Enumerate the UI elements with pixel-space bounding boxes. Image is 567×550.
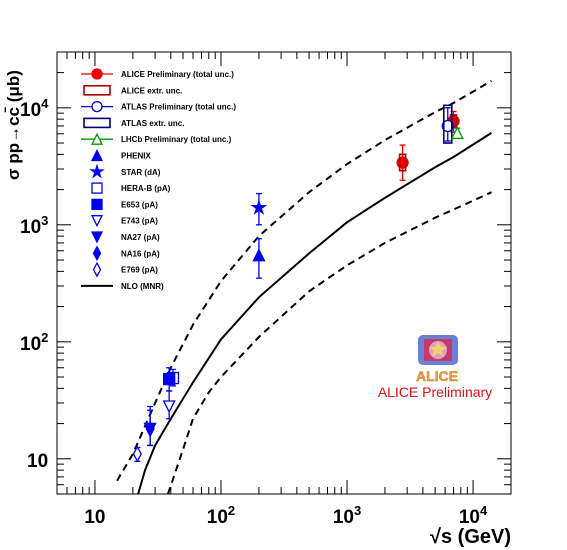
legend-label: ALICE extr. unc. xyxy=(121,86,182,95)
marker-triangle-filled xyxy=(90,149,104,162)
marker-star xyxy=(250,198,268,215)
x-tick-exponent: 2 xyxy=(228,503,235,518)
x-axis-title: √s (GeV) xyxy=(430,526,511,548)
y-axis-title: σ pp→cc̄ (μb) xyxy=(4,70,23,180)
legend-entry: HERA-B (pA) xyxy=(91,182,171,194)
marker-triangle-filled xyxy=(252,248,266,262)
legend-entry: NLO (MNR) xyxy=(81,282,164,291)
legend-label: NA16 (pA) xyxy=(121,249,160,258)
legend-entry: E769 (pA) xyxy=(92,261,158,278)
marker-star xyxy=(89,163,105,179)
legend-entry: NA27 (pA) xyxy=(90,231,160,244)
series-na16-pa- xyxy=(145,409,155,447)
legend-label: E769 (pA) xyxy=(121,266,158,275)
series-atlas-preliminary-total-unc- xyxy=(441,107,454,142)
marker-triangle-down-open xyxy=(162,400,176,414)
legend-box-icon xyxy=(83,85,111,96)
marker-triangle-open xyxy=(90,132,104,145)
legend-entry: PHENIX xyxy=(90,149,151,162)
tick-labels: 10 102 103 104 10 102 103 104 xyxy=(20,96,488,528)
data-points xyxy=(132,104,464,463)
curve-dashed xyxy=(167,191,492,495)
marker-square-filled xyxy=(91,198,103,211)
marker-square-open xyxy=(91,182,103,194)
alice-preliminary-label: ALICE Preliminary xyxy=(378,384,492,400)
curve-solid xyxy=(137,132,493,495)
legend-entry: STAR (dA) xyxy=(89,163,161,179)
legend-entry: ATLAS Preliminary (total unc.) xyxy=(81,100,236,113)
legend-label: LHCb Preliminary (total unc.) xyxy=(121,135,232,144)
plot-frame xyxy=(56,51,512,495)
theory-curves xyxy=(116,80,493,495)
legend-label: NA27 (pA) xyxy=(121,233,160,242)
x-tick-label: 104 xyxy=(459,503,488,528)
legend-entry: LHCb Preliminary (total unc.) xyxy=(81,132,232,145)
legend: ALICE Preliminary (total unc.) ALICE extr… xyxy=(81,68,236,291)
x-tick-label: 103 xyxy=(333,503,361,528)
curve-dashed xyxy=(116,80,493,482)
series-atlas-extr-unc- xyxy=(442,104,453,144)
legend-label: ALICE Preliminary (total unc.) xyxy=(121,70,234,79)
marker-triangle-down-open xyxy=(90,215,104,228)
legend-box-icon xyxy=(83,117,111,129)
marker-triangle-open xyxy=(450,125,464,140)
y-tick-label: 104 xyxy=(20,96,49,121)
legend-label: E743 (pA) xyxy=(121,217,158,226)
marker-circle-open xyxy=(441,119,454,133)
series-e743-pa- xyxy=(162,390,176,420)
legend-entry: E653 (pA) xyxy=(91,198,158,211)
y-tick-exponent: 3 xyxy=(41,213,48,228)
marker-diamond-open xyxy=(92,261,102,278)
marker-diamond-open xyxy=(132,445,142,463)
y-tick-label: 10 xyxy=(27,451,48,472)
y-tick-exponent: 2 xyxy=(41,330,48,345)
axis-ticks xyxy=(56,51,512,495)
marker-diamond-filled xyxy=(92,245,102,262)
legend-entry: ALICE Preliminary (total unc.) xyxy=(81,68,234,80)
legend-label: NLO (MNR) xyxy=(121,282,164,291)
alice-logo-text: ALICE xyxy=(416,368,458,384)
y-tick-label: 103 xyxy=(20,213,48,238)
legend-label: ATLAS extr. unc. xyxy=(121,119,184,128)
x-tick-exponent: 3 xyxy=(354,503,361,518)
legend-entry: ALICE extr. unc. xyxy=(83,85,182,96)
marker-triangle-down-filled xyxy=(90,231,104,244)
x-tick-label: 10 xyxy=(84,507,105,528)
marker-circle-open xyxy=(91,100,103,113)
series-star-da- xyxy=(250,192,268,226)
series-e769-pa- xyxy=(132,445,142,463)
legend-entry: E743 (pA) xyxy=(90,215,158,228)
marker-circle-filled xyxy=(396,156,409,169)
x-tick-exponent: 4 xyxy=(480,503,488,518)
legend-label: HERA-B (pA) xyxy=(121,184,171,193)
extrapolation-box xyxy=(442,104,453,144)
alice-logo: ALICE xyxy=(416,335,458,384)
extrapolation-box xyxy=(398,153,407,172)
series-phenix xyxy=(252,238,266,279)
legend-entry: NA16 (pA) xyxy=(92,245,160,262)
legend-label: STAR (dA) xyxy=(121,168,161,177)
legend-entry: ATLAS extr. unc. xyxy=(83,117,184,129)
series-lhcb-preliminary-total-unc- xyxy=(450,125,464,140)
legend-label: ATLAS Preliminary (total unc.) xyxy=(121,103,236,112)
legend-label: PHENIX xyxy=(121,152,151,161)
marker-square-filled xyxy=(163,372,176,386)
x-tick-label: 102 xyxy=(207,503,235,528)
legend-label: E653 (pA) xyxy=(121,200,158,209)
marker-circle-filled xyxy=(91,68,103,80)
alice-logo-emblem xyxy=(418,335,458,365)
y-tick-exponent: 4 xyxy=(41,96,49,111)
y-tick-label: 102 xyxy=(20,330,48,355)
marker-diamond-filled xyxy=(145,420,155,438)
